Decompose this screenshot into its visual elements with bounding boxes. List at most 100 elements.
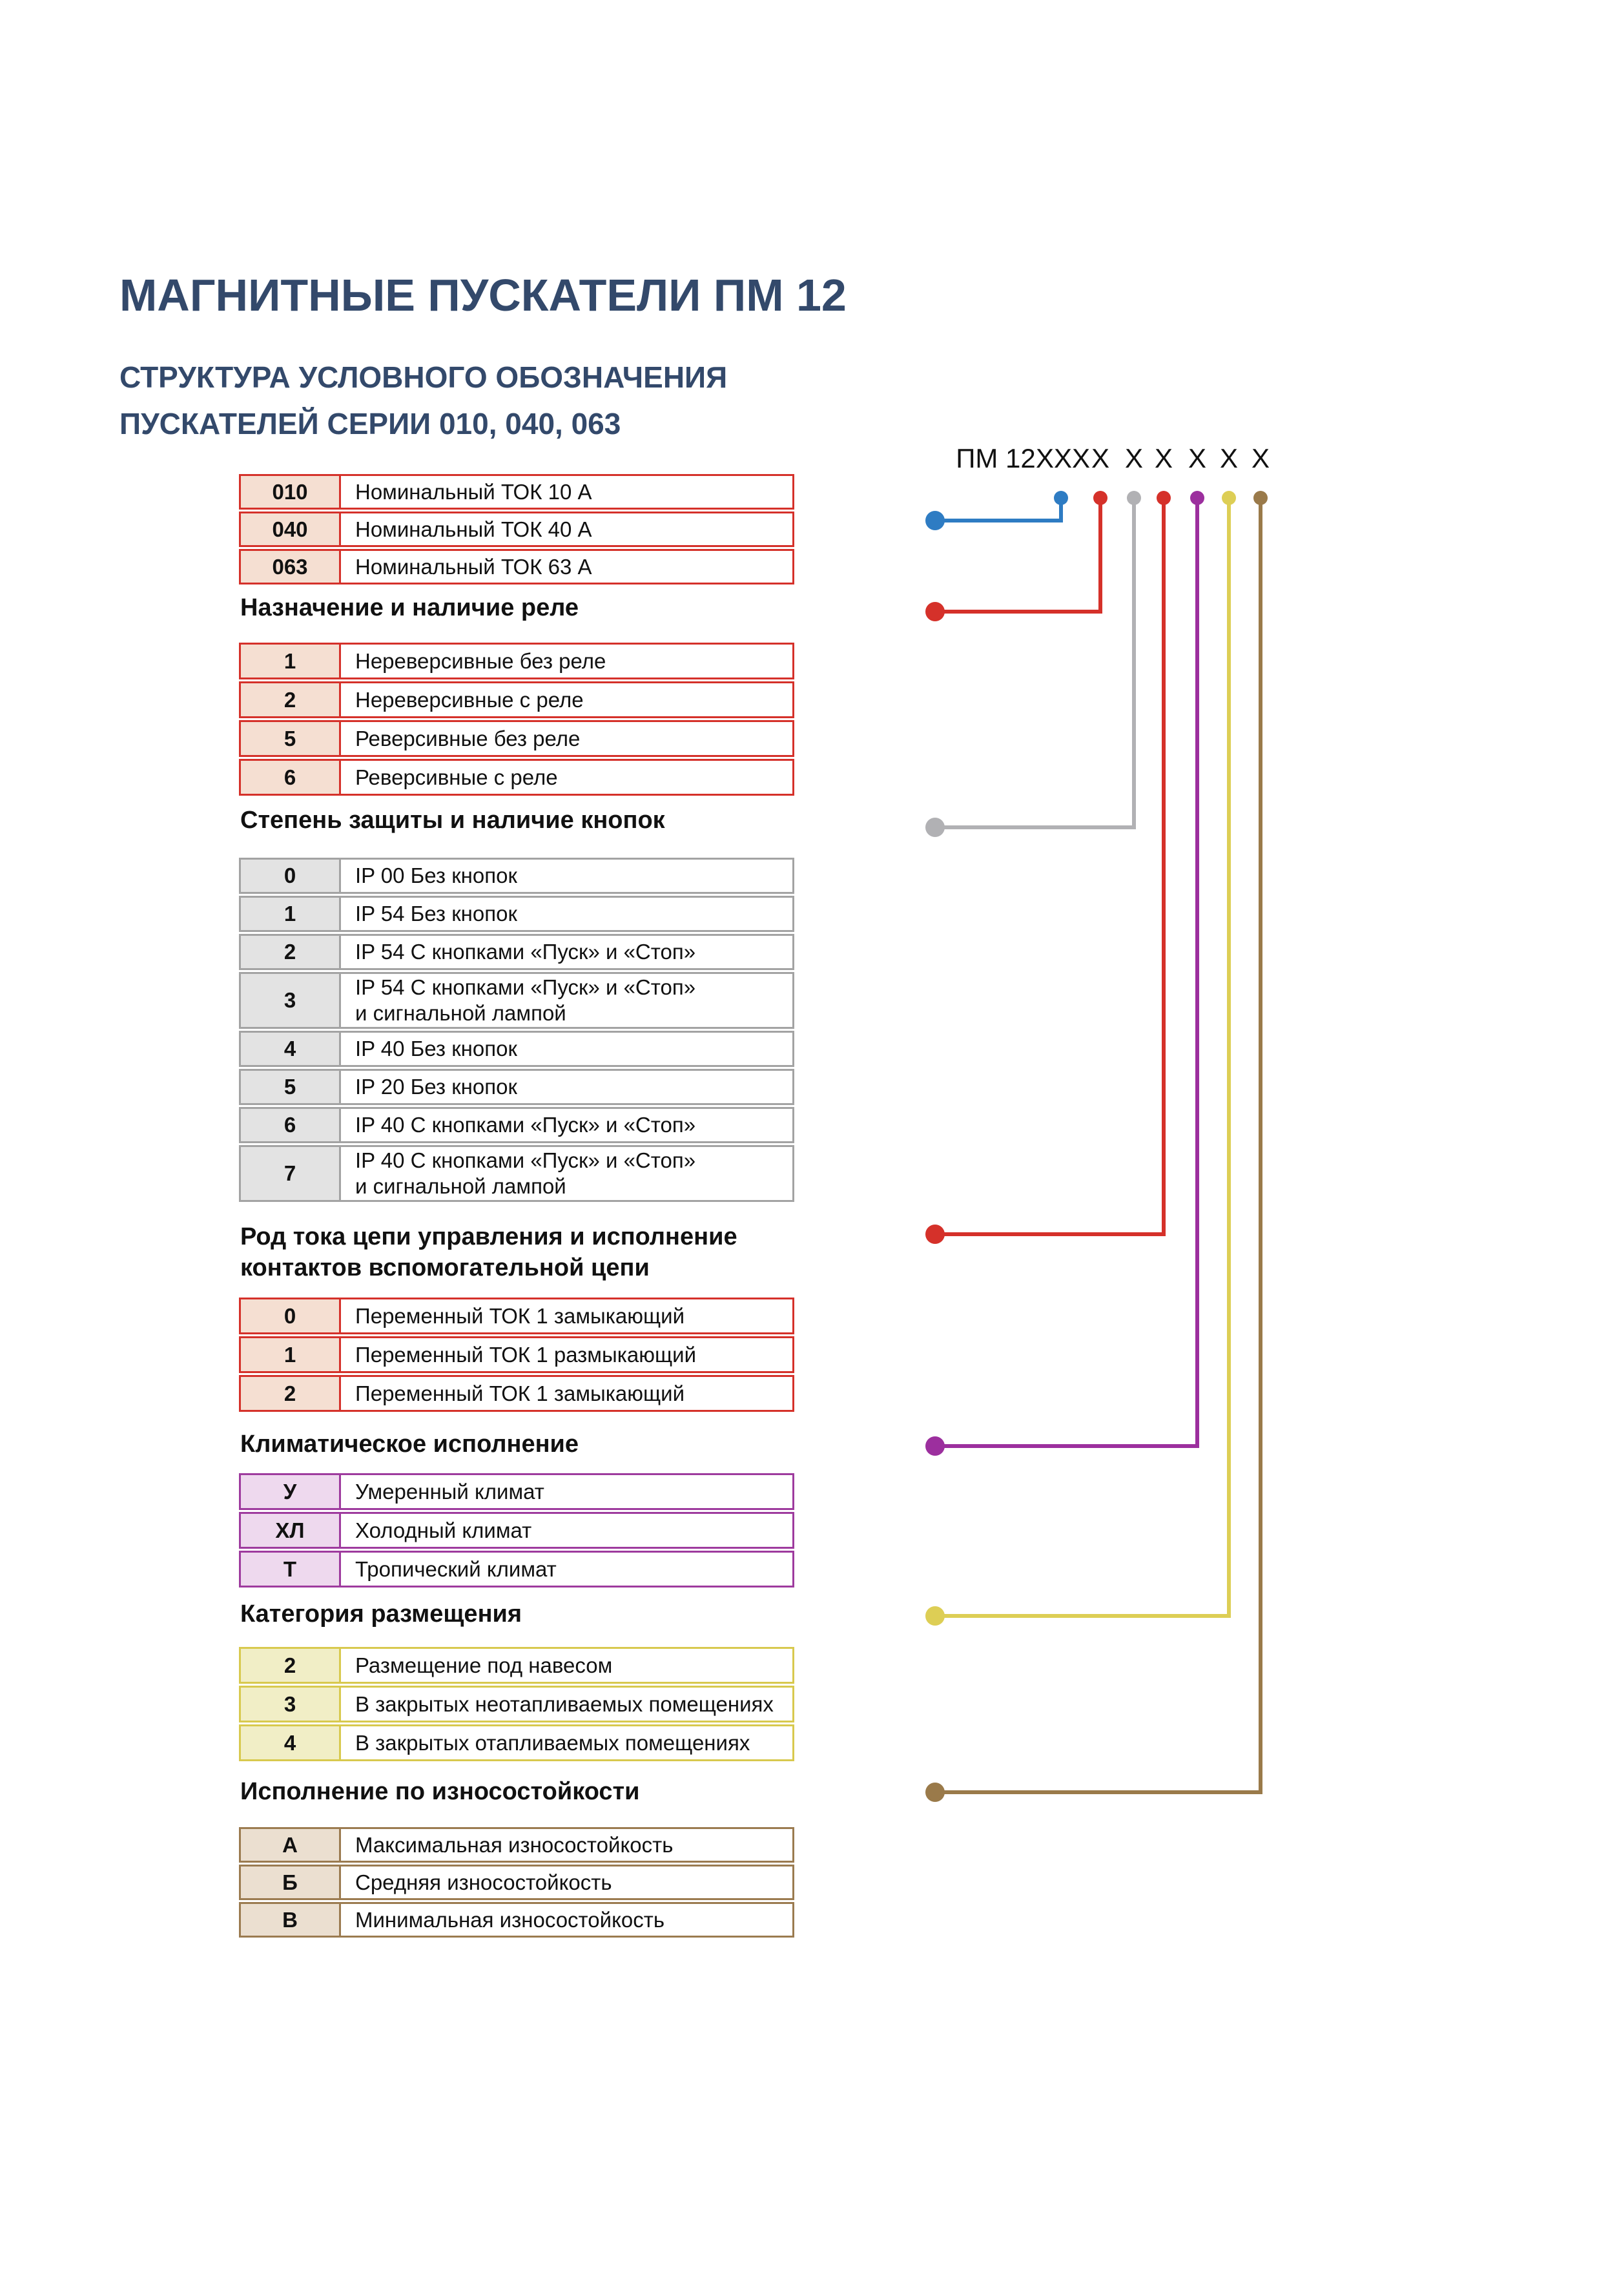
page-subtitle: СТРУКТУРА УСЛОВНОГО ОБОЗНАЧЕНИЯ ПУСКАТЕЛ…	[119, 354, 727, 447]
table-climate: У Умеренный климат ХЛ Холодный климат Т Тропи…	[239, 1473, 794, 1589]
row-code-cell: 010	[241, 476, 341, 508]
connector-tip-dot-nominal-current	[1054, 491, 1068, 505]
row-label-cell: Номинальный ТОК 63 А	[355, 554, 592, 579]
row-label-cell: Нереверсивные без реле	[355, 648, 606, 673]
row-label-cell: В закрытых отапливаемых помещениях	[355, 1730, 750, 1755]
row-code-cell: А	[241, 1829, 341, 1861]
table-row-placement-category-3: 3 В закрытых неотапливаемых помещениях	[239, 1686, 794, 1722]
connector-source-dot-relay-purpose	[925, 602, 945, 621]
table-row-protection-degree-0: 0 IP 00 Без кнопок	[239, 858, 794, 894]
row-code-cell: В	[241, 1904, 341, 1936]
row-label-cell: IP 54 С кнопками «Пуск» и «Стоп» и сигна…	[355, 975, 696, 1025]
connector-vline-climate	[1195, 498, 1199, 1446]
row-label-cell: Переменный ТОК 1 замыкающий	[355, 1303, 685, 1328]
formula-digit-6: X	[1251, 443, 1270, 473]
row-code-cell: 3	[241, 1688, 341, 1721]
connector-tip-dot-placement-category	[1222, 491, 1236, 505]
connector-hline-relay-purpose	[935, 610, 1102, 614]
row-label-cell: IP 00 Без кнопок	[355, 864, 517, 887]
table-row-climate-Т: Т Тропический климат	[239, 1551, 794, 1588]
connector-tip-dot-protection-degree	[1127, 491, 1141, 505]
connector-hline-wear-resistance	[935, 1790, 1262, 1794]
row-label-cell: Нереверсивные с реле	[355, 687, 584, 712]
row-code-cell: 2	[241, 936, 341, 968]
table-row-control-circuit-current-1: 1 Переменный ТОК 1 размыкающий	[239, 1336, 794, 1373]
table-control-circuit-current: 0 Переменный ТОК 1 замыкающий 1 Переменный …	[239, 1298, 794, 1414]
row-code-cell: 5	[241, 1071, 341, 1103]
formula-digit-1: X	[1091, 443, 1110, 473]
table-placement-category: 2 Размещение под навесом 3 В закрытых неота…	[239, 1647, 794, 1763]
connector-source-dot-nominal-current	[925, 511, 945, 530]
row-code-cell: У	[241, 1475, 341, 1508]
formula-digit-3: X	[1154, 443, 1173, 473]
row-label-cell: Переменный ТОК 1 размыкающий	[355, 1342, 696, 1367]
formula-digit-4: X	[1188, 443, 1207, 473]
section-header-protection-degree: Степень защиты и наличие кнопок	[240, 807, 665, 834]
row-label-cell: Холодный климат	[355, 1518, 532, 1542]
table-row-wear-resistance-А: А Максимальная износостойкость	[239, 1827, 794, 1863]
table-row-nominal-current-040: 040 Номинальный ТОК 40 А	[239, 512, 794, 547]
section-header-placement-category: Категория размещения	[240, 1600, 522, 1628]
row-code-cell: 7	[241, 1147, 341, 1200]
section-header-wear-resistance: Исполнение по износостойкости	[240, 1778, 640, 1805]
connector-source-dot-wear-resistance	[925, 1783, 945, 1802]
row-label-cell: Реверсивные с реле	[355, 765, 558, 789]
table-row-nominal-current-063: 063 Номинальный ТОК 63 А	[239, 549, 794, 584]
table-row-protection-degree-5: 5 IP 20 Без кнопок	[239, 1069, 794, 1105]
table-row-protection-degree-3: 3 IP 54 С кнопками «Пуск» и «Стоп» и сигн…	[239, 972, 794, 1029]
row-code-cell: 4	[241, 1033, 341, 1065]
row-label-cell: Максимальная износостойкость	[355, 1832, 674, 1857]
table-row-climate-ХЛ: ХЛ Холодный климат	[239, 1512, 794, 1549]
row-code-cell: 2	[241, 683, 341, 716]
table-row-placement-category-4: 4 В закрытых отапливаемых помещениях	[239, 1724, 794, 1761]
page-title: МАГНИТНЫЕ ПУСКАТЕЛИ ПМ 12	[119, 270, 847, 320]
row-code-cell: 1	[241, 898, 341, 930]
row-label-cell: IP 20 Без кнопок	[355, 1075, 517, 1099]
row-code-cell: Т	[241, 1553, 341, 1586]
row-label-cell: В закрытых неотапливаемых помещениях	[355, 1691, 774, 1716]
row-code-cell: 0	[241, 860, 341, 892]
connector-source-dot-protection-degree	[925, 818, 945, 837]
formula-digit-5: X	[1219, 443, 1239, 473]
table-row-protection-degree-7: 7 IP 40 С кнопками «Пуск» и «Стоп» и сигн…	[239, 1145, 794, 1202]
table-row-control-circuit-current-0: 0 Переменный ТОК 1 замыкающий	[239, 1298, 794, 1334]
connector-vline-protection-degree	[1132, 498, 1136, 827]
connector-hline-placement-category	[935, 1614, 1231, 1618]
row-code-cell: 1	[241, 645, 341, 677]
row-code-cell: Б	[241, 1867, 341, 1898]
row-label-cell: Номинальный ТОК 40 А	[355, 517, 592, 541]
connector-tip-dot-climate	[1190, 491, 1204, 505]
connector-vline-nominal-current	[1059, 498, 1063, 521]
page-subtitle-line2: ПУСКАТЕЛЕЙ СЕРИИ 010, 040, 063	[119, 407, 621, 440]
row-code-cell: ХЛ	[241, 1514, 341, 1547]
formula-prefix: ПМ 12	[956, 443, 1036, 473]
formula-series-xxx: XXX	[1035, 443, 1091, 473]
table-row-relay-purpose-5: 5 Реверсивные без реле	[239, 720, 794, 757]
row-label-cell: Минимальная износостойкость	[355, 1907, 665, 1932]
row-label-cell: Тропический климат	[355, 1557, 557, 1581]
connector-vline-placement-category	[1227, 498, 1231, 1616]
table-row-protection-degree-1: 1 IP 54 Без кнопок	[239, 896, 794, 932]
row-label-cell: Размещение под навесом	[355, 1653, 613, 1677]
table-row-control-circuit-current-2: 2 Переменный ТОК 1 замыкающий	[239, 1375, 794, 1412]
row-label-cell: Переменный ТОК 1 замыкающий	[355, 1381, 685, 1405]
row-code-cell: 1	[241, 1338, 341, 1371]
table-relay-purpose: 1 Нереверсивные без реле 2 Нереверсивные с …	[239, 643, 794, 798]
table-row-wear-resistance-Б: Б Средняя износостойкость	[239, 1865, 794, 1900]
row-label-cell: Умеренный климат	[355, 1479, 544, 1504]
row-code-cell: 2	[241, 1649, 341, 1682]
row-label-cell: IP 40 С кнопками «Пуск» и «Стоп» и сигна…	[355, 1148, 696, 1198]
row-code-cell: 6	[241, 1109, 341, 1141]
table-row-protection-degree-6: 6 IP 40 С кнопками «Пуск» и «Стоп»	[239, 1107, 794, 1143]
connector-tip-dot-relay-purpose	[1093, 491, 1107, 505]
formula-digit-2: X	[1124, 443, 1144, 473]
row-label-cell: IP 54 Без кнопок	[355, 902, 517, 926]
row-label-cell: Номинальный ТОК 10 А	[355, 479, 592, 504]
table-protection-degree: 0 IP 00 Без кнопок 1 IP 54 Без кнопок 2 IP 54…	[239, 858, 794, 1204]
connector-hline-control-circuit-current	[935, 1232, 1166, 1236]
table-row-nominal-current-010: 010 Номинальный ТОК 10 А	[239, 474, 794, 510]
connector-vline-wear-resistance	[1259, 498, 1262, 1792]
table-row-climate-У: У Умеренный климат	[239, 1473, 794, 1510]
row-code-cell: 063	[241, 551, 341, 583]
